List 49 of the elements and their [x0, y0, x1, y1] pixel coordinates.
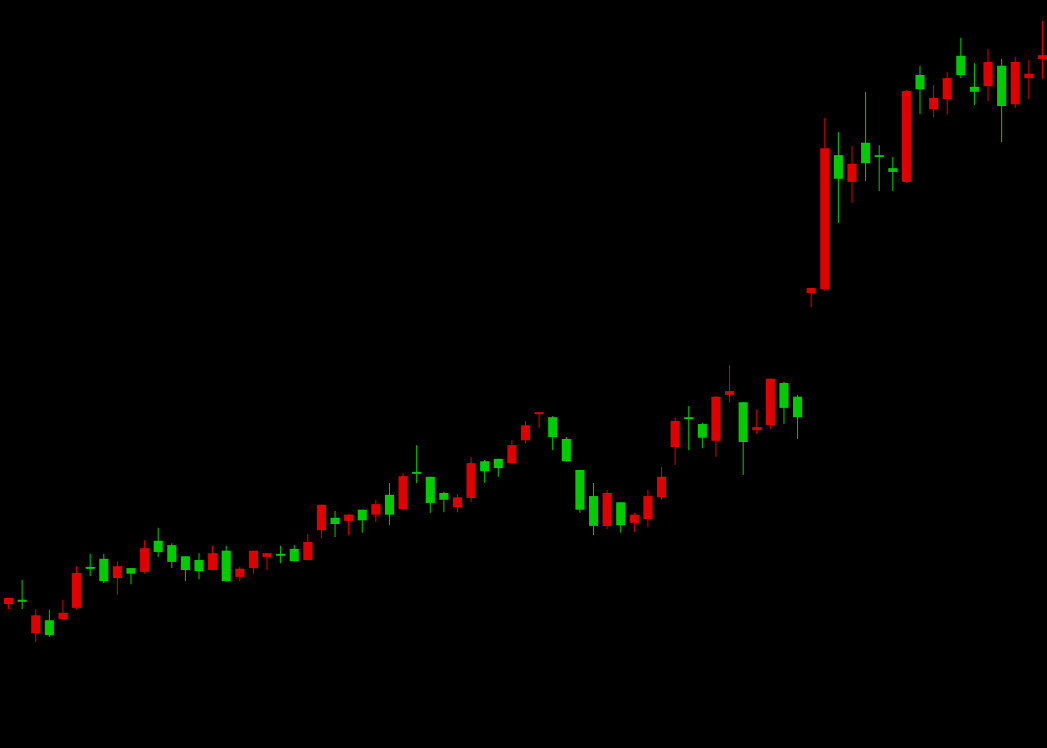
candlestick — [1024, 59, 1034, 100]
candlestick — [861, 91, 871, 182]
candlestick — [126, 567, 136, 585]
candlestick — [31, 608, 41, 643]
candlestick — [153, 527, 163, 558]
candlestick — [656, 466, 667, 501]
candlestick — [344, 513, 354, 536]
candlestick — [752, 408, 762, 435]
candlestick — [874, 144, 884, 192]
candlestick — [806, 287, 816, 308]
candlestick — [262, 552, 272, 571]
candlestick — [684, 405, 694, 451]
candlestick — [180, 555, 190, 582]
candlestick — [1037, 20, 1047, 80]
candlestick — [303, 533, 313, 561]
candlestick — [140, 539, 150, 575]
candlestick — [194, 552, 204, 580]
candlestick — [888, 156, 898, 192]
candlestick — [412, 444, 422, 484]
candlestick — [112, 560, 122, 596]
candlestick — [793, 394, 803, 440]
candlestick — [44, 609, 54, 638]
candlestick — [167, 542, 177, 569]
candlestick — [956, 37, 966, 79]
candlestick — [480, 459, 490, 484]
candlestick — [17, 579, 27, 610]
candlestick — [697, 422, 707, 449]
candlestick — [725, 364, 735, 403]
candlestick — [330, 510, 340, 538]
candlestick — [520, 420, 531, 444]
candlestick — [929, 84, 939, 118]
candlestick — [208, 545, 218, 571]
candlestick — [629, 512, 639, 533]
candlestick — [833, 131, 843, 224]
candlestick — [452, 493, 463, 513]
candlestick — [99, 553, 109, 584]
candlestick — [969, 62, 979, 106]
candlestick — [561, 436, 571, 463]
candlestick — [534, 411, 544, 429]
candlestick — [942, 71, 952, 116]
candlestick — [643, 489, 653, 528]
candlestick — [548, 415, 558, 451]
candlestick — [847, 145, 857, 204]
candlestick — [371, 499, 381, 523]
candlestick — [384, 482, 395, 526]
candlestick — [616, 501, 626, 534]
candlestick — [85, 553, 95, 577]
candlestick — [915, 65, 925, 115]
candlestick — [439, 491, 449, 513]
